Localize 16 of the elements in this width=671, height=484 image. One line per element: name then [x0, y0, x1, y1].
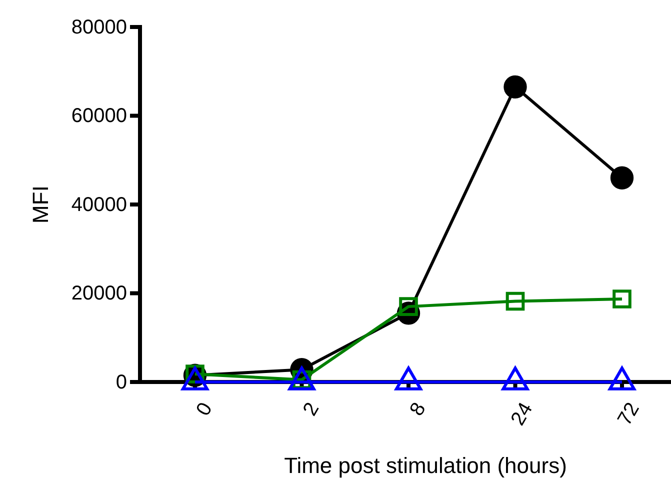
x-tick-label: 72: [614, 399, 644, 430]
y-axis-title: MFI: [28, 186, 53, 224]
y-tick-label: 0: [116, 371, 127, 394]
y-tick-label: 60000: [71, 105, 127, 128]
point: [504, 75, 527, 98]
x-tick-label: 8: [406, 399, 430, 420]
y-tick-label: 40000: [71, 194, 127, 216]
x-tick-label: 2: [298, 399, 324, 420]
point: [610, 166, 634, 190]
y-tick-label: 20000: [71, 282, 127, 305]
point: [612, 290, 632, 308]
y-tick-label: 80000: [71, 16, 127, 38]
x-tick-label: 24: [506, 399, 538, 430]
x-tick-label: 0: [192, 399, 217, 420]
point: [506, 292, 525, 311]
x-axis-title: Time post stimulation (hours): [284, 453, 567, 478]
